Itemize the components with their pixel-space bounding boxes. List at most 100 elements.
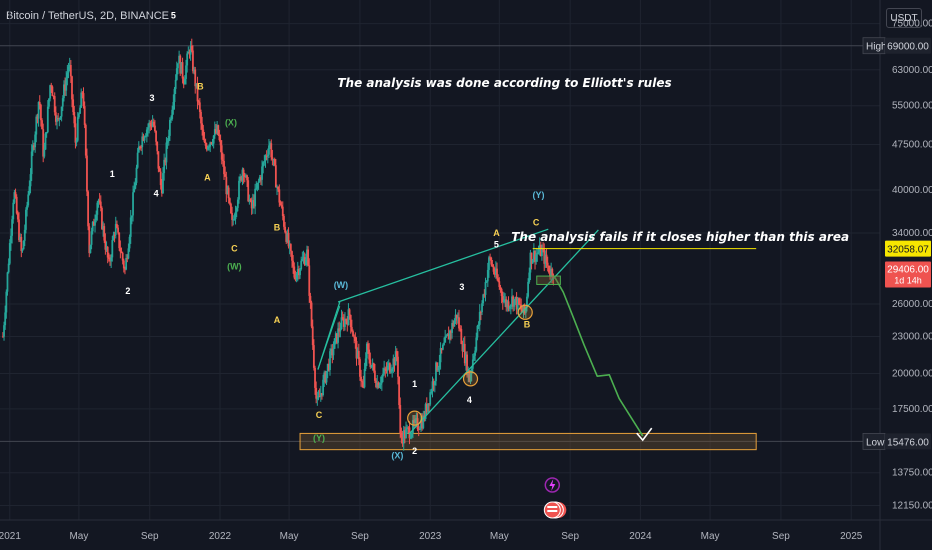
candle-body [28,186,31,195]
candle-body [544,254,547,264]
candle-body [505,299,508,308]
candle-body [64,84,66,91]
candle-body [362,381,365,388]
candle-body [530,252,533,264]
candle-body [307,249,310,266]
candle-body [174,79,177,89]
candle-body [348,309,351,315]
candle-body [332,348,335,356]
pivot-circle[interactable] [462,371,479,387]
candle-body [531,259,534,264]
candle-body [331,348,334,356]
candle-body [59,116,62,119]
candle-body [21,249,24,252]
wave-label: 4 [467,395,472,405]
candle-body [306,249,308,260]
candle-body [507,301,510,309]
candle-body [468,370,471,382]
candle-body [111,240,114,258]
currency-button[interactable]: USDT [886,8,922,28]
wave-label: 1 [412,379,417,389]
candle-body [87,191,90,227]
candle-body [312,345,315,368]
candle-body [247,180,250,202]
candle-body [203,139,206,143]
candle-body [465,354,467,364]
candle-body [193,69,195,72]
candle-body [372,363,375,371]
x-tick-label: Sep [772,531,790,542]
candle-body [234,212,237,220]
projected-path[interactable] [553,276,644,437]
candle-body [250,200,253,209]
candle-body [37,102,40,119]
candle-body [456,317,459,319]
candle-body [228,198,231,204]
candle-body [117,227,119,233]
candle-body [219,140,222,146]
candle-body [10,235,12,244]
candle-body [194,69,197,87]
candle-body [189,45,192,55]
y-tick-label: 63000.00 [892,65,932,76]
candle-body [458,317,460,329]
pivot-circle[interactable] [517,304,533,320]
candle-body [248,199,251,202]
candle-body [506,301,509,308]
candle-body [461,344,464,352]
symbol-title[interactable]: Bitcoin / TetherUS, 2D, BINANCE [6,10,170,22]
candle-body [451,322,453,333]
candle-body [246,175,248,181]
candle-body [284,226,286,233]
support-zone-box[interactable] [299,432,757,451]
consolidation-box[interactable] [536,275,561,285]
candle-body [98,200,101,202]
candle-body [82,93,85,107]
candle-body [175,68,178,80]
candle-body [204,142,207,146]
candle-body [551,268,554,278]
upper-trend-line[interactable] [337,228,549,303]
candle-body [350,327,353,332]
candle-body [482,294,485,304]
candle-body [41,120,43,130]
candle-body [67,66,70,73]
candle-body [471,359,474,369]
candle-body [183,78,186,85]
candle-body [349,314,352,328]
wave-label: B [197,81,204,91]
candle-body [179,55,182,74]
candle-body [216,125,219,133]
candle-body [433,381,436,386]
candle-body [109,258,111,262]
candle-body [486,269,489,282]
candle-body [232,219,235,221]
candle-body [209,142,212,147]
pivot-circle[interactable] [407,410,423,426]
candle-body [327,363,330,371]
candle-body [388,363,391,373]
candle-body [101,208,103,229]
lower-trend-line[interactable] [408,229,599,435]
candle-body [355,341,358,359]
candle-body [221,159,224,161]
candle-body [102,226,104,229]
candle-body [50,85,53,87]
candle-body [345,319,348,321]
candle-body [488,257,490,270]
candle-body [105,246,108,250]
channel-segment-right[interactable] [317,305,341,370]
x-tick-label: 2023 [419,531,442,542]
candle-body [231,213,233,220]
candle-body [272,159,275,161]
candle-body [280,205,283,207]
candle-body [240,176,243,181]
candle-body [418,428,421,430]
candle-body [200,111,202,124]
last-price-tag: 29406.00 [887,264,929,275]
candle-body [435,362,437,382]
candle-body [536,253,539,255]
candle-body [7,263,10,273]
